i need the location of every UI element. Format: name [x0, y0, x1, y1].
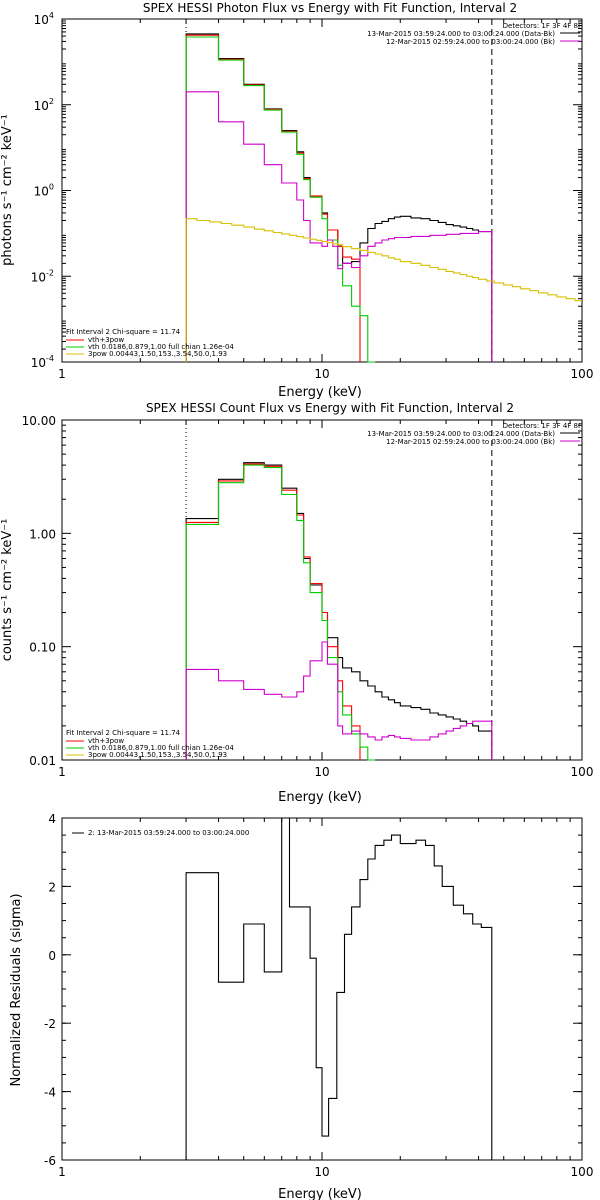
count-fit-line-3: 3pow 0.00443,1.50,153.,3.54,50.0,1.93: [88, 751, 227, 759]
resid-x-axis-label: Energy (keV): [278, 1187, 362, 1200]
resid-legend-line-0: 2: 13-Mar-2015 03:59:24.000 to 03:00:24.…: [88, 829, 249, 837]
count-series: [185, 420, 493, 761]
x-tick-label: 1: [58, 1165, 66, 1179]
x-tick-label: 100: [571, 367, 594, 381]
plot-frame: [61, 18, 583, 363]
count-legend-top: Detectors: 1F 3F 4F 8F 13-Mar-2015 03:59…: [367, 422, 582, 446]
y-tick-label: 10.00: [22, 414, 56, 428]
series-line-3: [185, 641, 493, 760]
series-line-4: [185, 218, 582, 362]
x-tick-label: 10: [314, 367, 329, 381]
photon-legend-line-2: 12-Mar-2015 02:59:24.000 to 03:00:24.000…: [386, 38, 555, 46]
y-tick-label: 10-2: [31, 268, 54, 284]
photon-legend-line-0: Detectors: 1F 3F 4F 8F: [503, 22, 582, 30]
photon-legend-top: Detectors: 1F 3F 4F 8F 13-Mar-2015 03:59…: [367, 22, 582, 46]
y-tick-label: 0.01: [29, 754, 56, 768]
count-legend-line-1: 13-Mar-2015 03:59:24.000 to 03:00:24.000…: [367, 430, 555, 438]
photon-fit-line-2: vth 0.0186,0.879,1.00 full chian 1.26e-0…: [88, 343, 234, 351]
photon-fit-line-0: Fit Interval 2 Chi-square = 11.74: [66, 328, 181, 336]
photon-legend-bottom: Fit Interval 2 Chi-square = 11.74 vth+3p…: [66, 328, 234, 358]
x-tick-label: 10: [314, 1165, 329, 1179]
y-tick-label: 0.10: [29, 641, 56, 655]
photon-flux-panel: SPEX HESSI Photon Flux vs Energy with Fi…: [0, 1, 593, 400]
y-tick-label: 0: [48, 949, 56, 963]
y-tick-label: 10-4: [31, 354, 54, 370]
series-line-0: [185, 33, 493, 362]
y-tick-label: 2: [48, 880, 56, 894]
resid-legend: 2: 13-Mar-2015 03:59:24.000 to 03:00:24.…: [72, 829, 249, 837]
series-line-0: [185, 817, 493, 1160]
y-tick-label: -2: [44, 1017, 56, 1031]
count-legend-line-2: 12-Mar-2015 02:59:24.000 to 03:00:24.000…: [386, 438, 555, 446]
series-line-1: [185, 463, 361, 760]
photon-chart-title: SPEX HESSI Photon Flux vs Energy with Fi…: [143, 1, 517, 15]
photon-ticks: 1 10 100 10-4 10-2 100 102 104: [31, 11, 594, 381]
y-tick-label: 100: [34, 183, 54, 199]
count-fit-line-1: vth+3pow: [88, 737, 124, 745]
photon-x-axis-label: Energy (keV): [278, 385, 362, 400]
y-tick-label: 4: [48, 812, 56, 826]
resid-series: [185, 817, 493, 1160]
count-ticks: 1 10 100 0.01 0.10 1.00 10.00: [22, 414, 594, 779]
count-legend-bottom: Fit Interval 2 Chi-square = 11.74 vth+3p…: [66, 729, 234, 759]
x-tick-label: 1: [58, 367, 66, 381]
y-tick-label: -4: [44, 1086, 56, 1100]
series-line-0: [185, 462, 493, 760]
y-tick-label: 1.00: [29, 527, 56, 541]
photon-y-axis-label: photons s⁻¹ cm⁻² keV⁻¹: [0, 114, 15, 266]
photon-fit-line-3: 3pow 0.00443,1.50,153.,3.54,50.0,1.93: [88, 350, 227, 358]
x-tick-label: 10: [314, 765, 329, 779]
x-tick-label: 1: [58, 765, 66, 779]
photon-series: [185, 19, 582, 363]
count-fit-line-2: vth 0.0186,0.879,1.00 full chian 1.26e-0…: [88, 744, 234, 752]
y-tick-label: -6: [44, 1154, 56, 1168]
series-line-3: [185, 91, 493, 362]
residuals-panel: Energy (keV) Normalized Residuals (sigma…: [9, 812, 593, 1200]
series-line-2: [185, 36, 376, 363]
count-flux-panel: SPEX HESSI Count Flux vs Energy with Fit…: [0, 401, 593, 805]
y-tick-label: 104: [34, 11, 54, 27]
series-line-2: [185, 464, 376, 761]
x-tick-label: 100: [571, 1165, 594, 1179]
resid-ticks: 1 10 100 -6 -4 -2 0 2 4: [44, 812, 593, 1179]
y-tick-label: 102: [34, 97, 54, 113]
x-tick-label: 100: [571, 765, 594, 779]
photon-legend-line-1: 13-Mar-2015 03:59:24.000 to 03:00:24.000…: [367, 30, 555, 38]
count-fit-line-0: Fit Interval 2 Chi-square = 11.74: [66, 729, 181, 737]
series-line-1: [185, 34, 361, 362]
count-x-axis-label: Energy (keV): [278, 790, 362, 805]
count-y-axis-label: counts s⁻¹ cm⁻² keV⁻¹: [0, 519, 15, 662]
resid-y-axis-label: Normalized Residuals (sigma): [9, 893, 24, 1086]
count-legend-line-0: Detectors: 1F 3F 4F 8F: [503, 422, 582, 430]
photon-fit-line-1: vth+3pow: [88, 336, 124, 344]
count-chart-title: SPEX HESSI Count Flux vs Energy with Fit…: [146, 401, 514, 415]
